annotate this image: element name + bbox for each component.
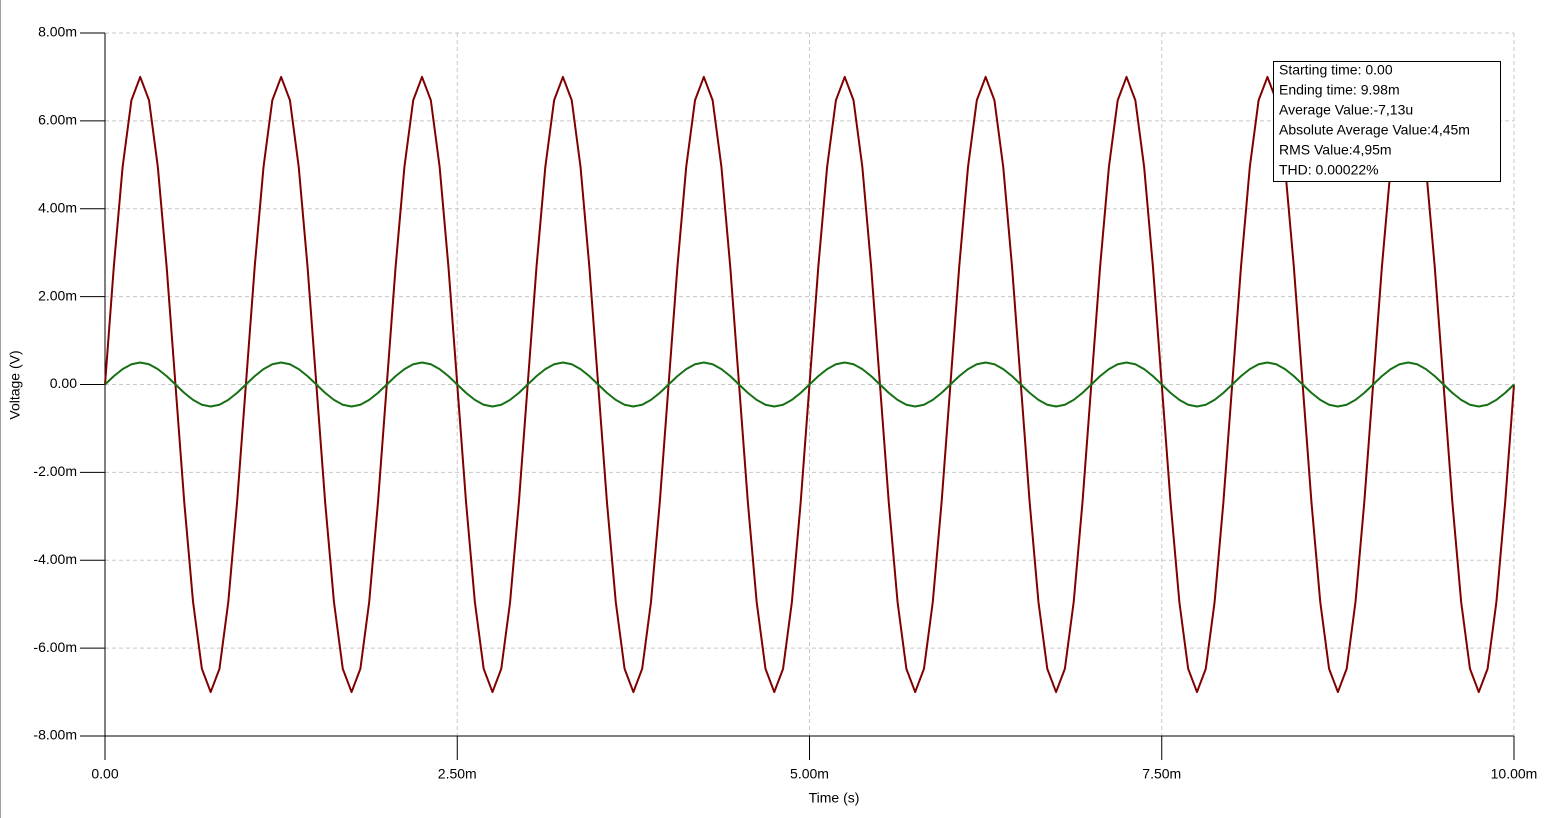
info-line: Ending time: 9.98m	[1279, 82, 1400, 98]
info-line: Absolute Average Value:4,45m	[1279, 122, 1470, 138]
info-line: RMS Value:4,95m	[1279, 142, 1392, 158]
x-tick-label: 5.00m	[790, 766, 829, 782]
series-line	[104, 361, 1515, 408]
y-tick-label: -2.00m	[33, 463, 77, 479]
x-axis-label: Time (s)	[809, 790, 860, 806]
y-tick-label: -8.00m	[33, 727, 77, 743]
y-tick-label: 8.00m	[38, 24, 77, 40]
y-axis-label: Voltage (V)	[7, 350, 23, 419]
info-line: Starting time: 0.00	[1279, 62, 1393, 78]
info-box-frame	[1273, 61, 1501, 182]
y-tick-label: -6.00m	[33, 639, 77, 655]
y-tick-label: 0.00	[50, 375, 77, 391]
x-tick-label: 0.00	[91, 766, 118, 782]
x-tick-label: 10.00m	[1491, 766, 1538, 782]
x-tick-label: 2.50m	[438, 766, 477, 782]
y-tick-label: 4.00m	[38, 199, 77, 215]
info-line: THD: 0.00022%	[1279, 162, 1379, 178]
y-tick-label: 6.00m	[38, 112, 77, 128]
x-tick-label: 7.50m	[1142, 766, 1181, 782]
info-line: Average Value:-7,13u	[1279, 102, 1413, 118]
y-tick-label: -4.00m	[33, 551, 77, 567]
info-box: Starting time: 0.00 Ending time: 9.98m Ave…	[1273, 61, 1501, 182]
y-tick-label: 2.00m	[38, 287, 77, 303]
